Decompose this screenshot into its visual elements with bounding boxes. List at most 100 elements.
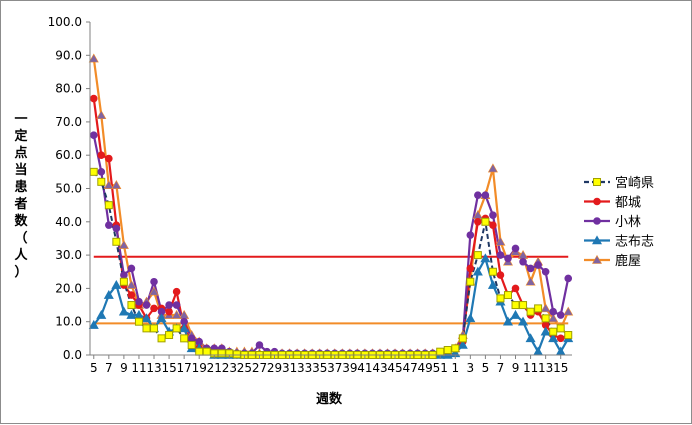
y-axis-label-char: 患: [14, 179, 27, 195]
x-tick-label: 19: [192, 361, 207, 375]
data-point: [466, 264, 475, 273]
y-tick-label: 40.0: [55, 215, 82, 229]
y-tick-label: 50.0: [55, 182, 82, 196]
data-point: [179, 323, 190, 333]
data-point: [149, 286, 160, 296]
data-point: [141, 313, 152, 323]
data-point: [487, 279, 498, 289]
y-tick-label: 90.0: [55, 48, 82, 62]
y-axis-label-char: 点: [14, 145, 27, 161]
data-point: [127, 264, 136, 273]
data-point: [88, 319, 99, 329]
data-point: [89, 167, 98, 176]
data-point: [548, 313, 559, 323]
data-point: [126, 309, 137, 319]
data-point: [165, 331, 174, 340]
data-point: [126, 279, 137, 289]
x-tick-label: 37: [327, 361, 342, 375]
legend-marker: [591, 254, 603, 264]
data-point: [172, 287, 181, 296]
data-point: [504, 254, 512, 263]
y-tick-label: 20.0: [55, 281, 82, 295]
data-point: [150, 277, 158, 286]
y-axis-label-char: 定: [13, 128, 27, 144]
data-point: [474, 218, 482, 226]
data-point: [525, 276, 536, 286]
x-tick-label: 15: [553, 361, 568, 375]
data-point: [526, 264, 535, 273]
data-point: [489, 221, 497, 229]
data-point: [541, 267, 550, 276]
data-point: [103, 289, 114, 299]
data-point: [232, 350, 241, 359]
x-tick-label: 25: [237, 361, 252, 375]
data-point: [457, 339, 468, 349]
data-point: [503, 291, 512, 300]
data-point: [105, 221, 113, 229]
y-axis-label-char: ）: [14, 264, 27, 280]
x-tick-label: 51: [433, 361, 448, 375]
x-tick-label: 13: [538, 361, 553, 375]
data-point: [187, 334, 196, 343]
data-point: [480, 253, 491, 263]
data-point: [541, 314, 550, 323]
data-point: [481, 191, 490, 199]
x-tick-label: 21: [207, 361, 222, 375]
data-point: [157, 334, 166, 343]
data-point: [195, 347, 204, 356]
data-point: [540, 303, 551, 313]
x-tick-label: 33: [297, 361, 312, 375]
data-point: [466, 231, 475, 239]
legend-label: 鹿屋: [615, 253, 641, 269]
x-tick-label: 17: [177, 361, 192, 375]
x-tick-label: 23: [222, 361, 237, 375]
data-point: [473, 251, 482, 260]
data-point: [564, 274, 573, 283]
x-tick-label: 5: [90, 361, 98, 375]
data-point: [142, 301, 151, 309]
data-point: [518, 316, 529, 326]
data-point: [511, 284, 520, 293]
data-point: [556, 334, 565, 343]
data-point: [519, 257, 527, 266]
data-point: [564, 331, 573, 340]
data-point: [563, 306, 574, 316]
data-point: [134, 317, 143, 326]
data-point: [510, 309, 521, 319]
data-point: [172, 301, 181, 309]
y-axis-label-char: 数: [14, 213, 28, 229]
y-tick-label: 10.0: [55, 315, 82, 329]
legend-marker: [593, 197, 601, 206]
data-point: [142, 324, 151, 333]
data-point: [525, 333, 536, 343]
y-axis-label-char: （: [14, 230, 27, 246]
data-point: [111, 180, 122, 189]
x-tick-label: 9: [120, 361, 128, 375]
data-point: [180, 334, 189, 343]
x-tick-label: 13: [146, 361, 161, 375]
data-point: [466, 277, 475, 286]
data-point: [540, 326, 551, 336]
data-point: [165, 301, 173, 309]
legend-marker: [593, 178, 601, 186]
x-tick-label: 27: [252, 361, 267, 375]
data-point: [118, 306, 129, 316]
data-point: [549, 327, 558, 336]
data-point: [511, 301, 520, 310]
legend-label: 志布志: [615, 235, 654, 250]
data-point: [172, 324, 181, 333]
x-tick-label: 7: [105, 361, 113, 375]
data-point: [255, 341, 264, 349]
data-point: [96, 110, 107, 120]
legend-label: 都城: [615, 196, 641, 211]
data-point: [474, 191, 482, 199]
data-point: [436, 347, 445, 356]
data-point: [88, 53, 99, 63]
data-point: [511, 244, 520, 253]
data-point: [472, 266, 483, 276]
data-point: [502, 316, 513, 326]
data-point: [127, 301, 136, 310]
